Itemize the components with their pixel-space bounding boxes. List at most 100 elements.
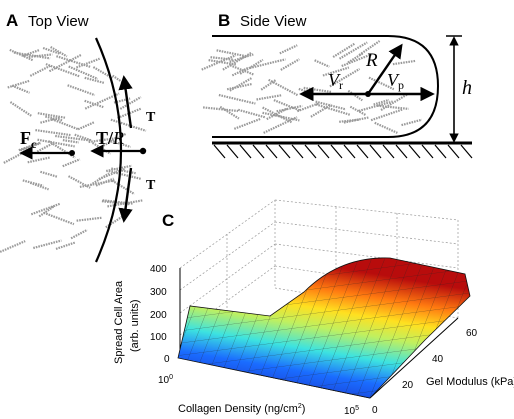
- fiber: [276, 104, 303, 113]
- fiber: [68, 65, 99, 80]
- fiber: [229, 64, 255, 76]
- label-fc: Fc: [20, 128, 37, 151]
- fiber: [401, 118, 423, 127]
- fiber: [7, 79, 30, 89]
- fiber: [48, 54, 82, 73]
- panel-a: A Top View Fc T/R T T: [0, 11, 156, 263]
- fiber: [310, 103, 332, 118]
- label-vp: Vp: [387, 70, 404, 92]
- fiber: [392, 59, 416, 66]
- fiber: [216, 49, 247, 58]
- hatch-line: [447, 144, 460, 159]
- fiber: [70, 228, 88, 240]
- fiber: [229, 76, 253, 92]
- fiber: [347, 52, 364, 64]
- fiber: [29, 64, 52, 77]
- hatch-line: [304, 144, 317, 159]
- fiber: [279, 44, 298, 55]
- fiber: [102, 132, 127, 147]
- edge-point: [139, 147, 147, 155]
- fiber: [28, 53, 53, 59]
- fiber: [30, 202, 61, 216]
- fiber: [373, 98, 390, 106]
- label-t-bottom: T: [146, 178, 156, 193]
- contractile-point: [69, 150, 75, 156]
- hatch-line: [213, 144, 226, 159]
- fiber-network-side-view: [201, 40, 423, 134]
- y-axis-label-line2: (arb. units): [129, 299, 141, 352]
- fiber: [358, 100, 393, 112]
- y-tick: 100: [150, 332, 167, 343]
- fiber: [84, 76, 105, 85]
- fiber: [303, 86, 332, 93]
- fiber: [62, 139, 79, 144]
- fiber: [0, 240, 26, 253]
- fiber: [370, 108, 404, 122]
- fiber-network-top-view: [0, 46, 147, 253]
- fiber: [105, 164, 133, 173]
- fiber: [11, 84, 30, 94]
- fiber: [9, 101, 33, 118]
- y-tick: 300: [150, 287, 167, 298]
- panel-b-letter: B: [218, 11, 230, 30]
- fiber: [77, 121, 95, 131]
- fiber: [37, 112, 66, 119]
- fiber: [374, 121, 398, 134]
- fiber: [51, 118, 79, 131]
- depth-tick: 0: [372, 405, 378, 416]
- fiber: [315, 103, 351, 116]
- fiber: [296, 102, 320, 113]
- substrate-hatch: [213, 144, 473, 159]
- fiber: [237, 108, 267, 119]
- fiber: [3, 151, 24, 164]
- fiber: [42, 46, 60, 55]
- cell-profile: [212, 35, 440, 138]
- y-axis-label-line1: Spread Cell Area: [113, 280, 125, 364]
- label-h: h: [462, 77, 472, 99]
- fiber: [40, 170, 58, 178]
- fiber: [347, 89, 363, 102]
- panel-b-title: Side View: [240, 13, 307, 30]
- fiber: [62, 158, 81, 168]
- fiber: [84, 99, 104, 109]
- fiber: [329, 67, 361, 88]
- depth-axis-label: Gel Modulus (kPa): [426, 376, 514, 388]
- fiber: [27, 156, 51, 164]
- fiber: [40, 116, 61, 124]
- hatch-line: [330, 144, 343, 159]
- fiber: [358, 40, 381, 56]
- fiber: [368, 76, 395, 91]
- fiber: [231, 66, 250, 77]
- hatch-line: [239, 144, 252, 159]
- x-tick-right: 105: [344, 405, 359, 417]
- hatch-line: [252, 144, 265, 159]
- fiber: [377, 104, 409, 110]
- fiber: [349, 105, 367, 117]
- radius-arrow: [367, 43, 403, 95]
- fiber: [218, 93, 256, 105]
- fiber: [262, 111, 300, 122]
- label-t-top: T: [146, 110, 156, 125]
- fiber: [35, 129, 71, 137]
- fiber: [107, 199, 144, 208]
- y-tick: 400: [150, 264, 167, 275]
- fiber: [314, 59, 330, 68]
- fiber: [105, 215, 123, 229]
- fiber: [341, 53, 372, 68]
- surface-mesh: [178, 257, 470, 398]
- fiber: [76, 57, 100, 69]
- fiber: [45, 63, 80, 78]
- hatch-line: [395, 144, 408, 159]
- fiber: [262, 106, 293, 124]
- fiber: [332, 42, 356, 58]
- panel-c: C 400 300: [113, 199, 514, 417]
- fiber: [33, 239, 62, 250]
- depth-tick: 40: [432, 354, 444, 365]
- fiber: [260, 78, 277, 91]
- x-axis-label: Collagen Density (ng/cm2): [178, 403, 305, 415]
- fiber: [84, 92, 120, 110]
- hatch-line: [343, 144, 356, 159]
- hatch-line: [434, 144, 447, 159]
- label-t-over-r: T/R: [96, 128, 124, 148]
- depth-tick: 60: [466, 328, 478, 339]
